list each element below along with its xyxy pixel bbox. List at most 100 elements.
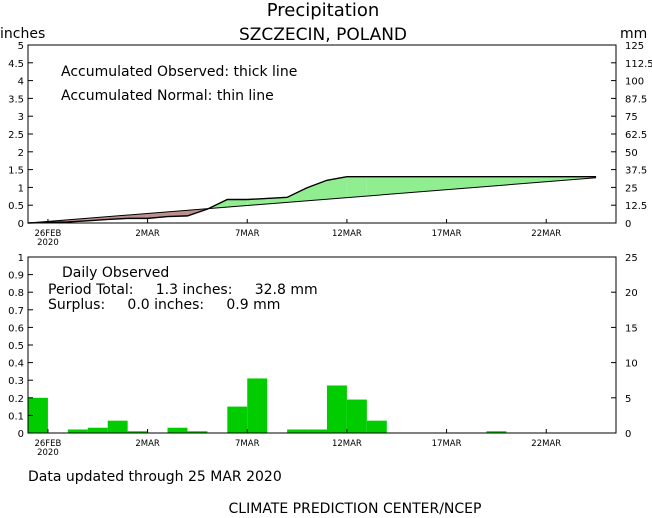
accumulated-x-tick-label: 22MAR: [531, 229, 561, 239]
daily-y2-tick-label: 15: [625, 323, 638, 334]
accumulated-x-tick-label: 7MAR: [235, 229, 260, 239]
chart-title: Precipitation: [267, 0, 380, 21]
surplus-area: [247, 198, 268, 206]
surplus-area: [287, 187, 308, 203]
daily-y-tick-label: 0.8: [8, 288, 24, 299]
daily-observed-bar: [107, 420, 128, 433]
accumulated-y2-tick-label: 0: [625, 219, 631, 230]
daily-y-tick-label: 0.4: [8, 359, 24, 370]
accumulated-annotation-2: Accumulated Normal: thin line: [61, 88, 274, 104]
accumulated-y-tick-label: 0: [18, 219, 24, 230]
daily-x-tick-label: 26FEB: [34, 439, 61, 449]
daily-annotation-1: Daily Observed: [62, 265, 169, 281]
accumulated-x-tick-year-label: 2020: [37, 238, 59, 248]
accumulated-y2-tick-label: 87.5: [625, 94, 647, 105]
daily-y2-tick-label: 0: [625, 429, 631, 440]
accumulated-normal-line: [27, 177, 597, 224]
daily-annotation-3: Surplus: 0.0 inches: 0.9 mm: [48, 297, 280, 313]
accumulated-x-axis: 26FEB 2MAR 7MAR 12MAR 17MAR 22MAR 2020: [34, 219, 561, 248]
accumulated-y2-tick-label: 100: [625, 77, 644, 88]
accumulated-annotation-1: Accumulated Observed: thick line: [61, 64, 297, 80]
accumulated-y-tick-label: 5: [18, 41, 24, 52]
daily-y-tick-label: 1: [18, 253, 24, 264]
right-unit-label: mm: [620, 26, 647, 42]
daily-y-tick-label: 0.7: [8, 306, 24, 317]
daily-observed-bar: [87, 427, 108, 433]
accumulated-y-tick-label: 2.5: [8, 130, 24, 141]
daily-y2-tick-label: 25: [625, 253, 638, 264]
accumulated-x-tick-label: 2MAR: [135, 229, 160, 239]
accumulated-y-tick-label: 0.5: [8, 201, 24, 212]
daily-y-tick-label: 0.1: [8, 411, 24, 422]
daily-x-axis: 26FEB 2MAR 7MAR 12MAR 17MAR 22MAR 2020: [34, 429, 561, 458]
daily-x-tick-label: 2MAR: [135, 439, 160, 449]
accumulated-y-tick-label: 4.5: [8, 59, 24, 70]
daily-observed-bar: [247, 378, 268, 433]
footer-updated: Data updated through 25 MAR 2020: [28, 469, 282, 485]
daily-panel: 0 0.1 0.2 0.3 0.4 0.5 0.6 0.7 0.8 0.9 1 0 5 10 15 20 25…: [8, 253, 638, 458]
accumulated-y2-tick-label: 50: [625, 148, 638, 159]
daily-observed-bar: [287, 429, 308, 433]
surplus-area: [307, 180, 327, 201]
daily-y-tick-label: 0.2: [8, 394, 24, 405]
daily-x-tick-label: 22MAR: [531, 439, 561, 449]
accumulated-fills: [28, 176, 597, 223]
accumulated-y2-tick-label: 62.5: [625, 130, 647, 141]
daily-y-tick-label: 0.3: [8, 376, 24, 387]
daily-observed-bar: [187, 431, 208, 433]
daily-y2-tick-label: 10: [625, 359, 638, 370]
daily-annotation-2: Period Total: 1.3 inches: 32.8 mm: [48, 282, 318, 298]
surplus-area: [227, 199, 248, 208]
daily-bars: [28, 378, 507, 433]
daily-observed-bar: [326, 385, 347, 433]
daily-y-tick-label: 0: [18, 429, 24, 440]
accumulated-y-axis: 0 0.5 1 1.5 2 2.5 3 3.5 4 4.5 5: [8, 41, 33, 230]
surplus-area: [326, 176, 347, 200]
accumulated-y-tick-label: 1: [18, 183, 24, 194]
accumulated-y-tick-label: 4: [18, 77, 24, 88]
left-unit-label: inches: [0, 26, 45, 42]
daily-observed-bar: [346, 399, 367, 433]
accumulated-x-tick-label: 17MAR: [432, 229, 462, 239]
daily-y2-tick-label: 20: [625, 288, 638, 299]
accumulated-y-tick-label: 1.5: [8, 166, 24, 177]
daily-observed-bar: [366, 420, 387, 433]
accumulated-x-tick-label: 12MAR: [332, 229, 362, 239]
accumulated-y2-tick-label: 125: [625, 41, 644, 52]
daily-x-tick-label: 17MAR: [432, 439, 462, 449]
daily-x-tick-year-label: 2020: [37, 448, 59, 458]
accumulated-y2-tick-label: 12.5: [625, 201, 647, 212]
daily-y-tick-label: 0.6: [8, 323, 24, 334]
accumulated-y2-axis: 0 12.5 25 37.5 50 62.5 75 87.5 100 112.5 125: [611, 41, 652, 230]
chart-subtitle: SZCZECIN, POLAND: [239, 25, 407, 45]
accumulated-y-tick-label: 2: [18, 148, 24, 159]
footer-credit: CLIMATE PREDICTION CENTER/NCEP: [229, 501, 482, 517]
accumulated-y2-tick-label: 37.5: [625, 166, 647, 177]
accumulated-y2-tick-label: 25: [625, 183, 638, 194]
accumulated-lines: [27, 176, 597, 224]
accumulated-panel: 0 0.5 1 1.5 2 2.5 3 3.5 4 4.5 5 0 12.5 25 37.5 50 62.5 7…: [8, 41, 652, 248]
accumulated-y-tick-label: 3.5: [8, 94, 24, 105]
accumulated-y-tick-label: 3: [18, 112, 24, 123]
daily-y-axis: 0 0.1 0.2 0.3 0.4 0.5 0.6 0.7 0.8 0.9 1: [8, 253, 33, 440]
daily-y2-axis: 0 5 10 15 20 25: [611, 253, 638, 440]
daily-observed-bar: [227, 406, 248, 433]
daily-y-tick-label: 0.5: [8, 341, 24, 352]
daily-y-tick-label: 0.9: [8, 271, 24, 282]
accumulated-y2-tick-label: 75: [625, 112, 638, 123]
daily-observed-bar: [486, 431, 507, 433]
daily-observed-bar: [28, 397, 48, 433]
surplus-area: [346, 176, 367, 198]
daily-observed-bar: [67, 429, 88, 433]
daily-y2-tick-label: 5: [625, 394, 631, 405]
daily-observed-bar: [167, 427, 188, 433]
daily-x-tick-label: 7MAR: [235, 439, 260, 449]
daily-observed-bar: [307, 429, 327, 433]
accumulated-y2-tick-label: 112.5: [625, 59, 652, 70]
daily-observed-bar: [127, 431, 148, 433]
accumulated-observed-line: [27, 176, 597, 224]
daily-x-tick-label: 12MAR: [332, 439, 362, 449]
accumulated-x-tick-label: 26FEB: [34, 229, 61, 239]
